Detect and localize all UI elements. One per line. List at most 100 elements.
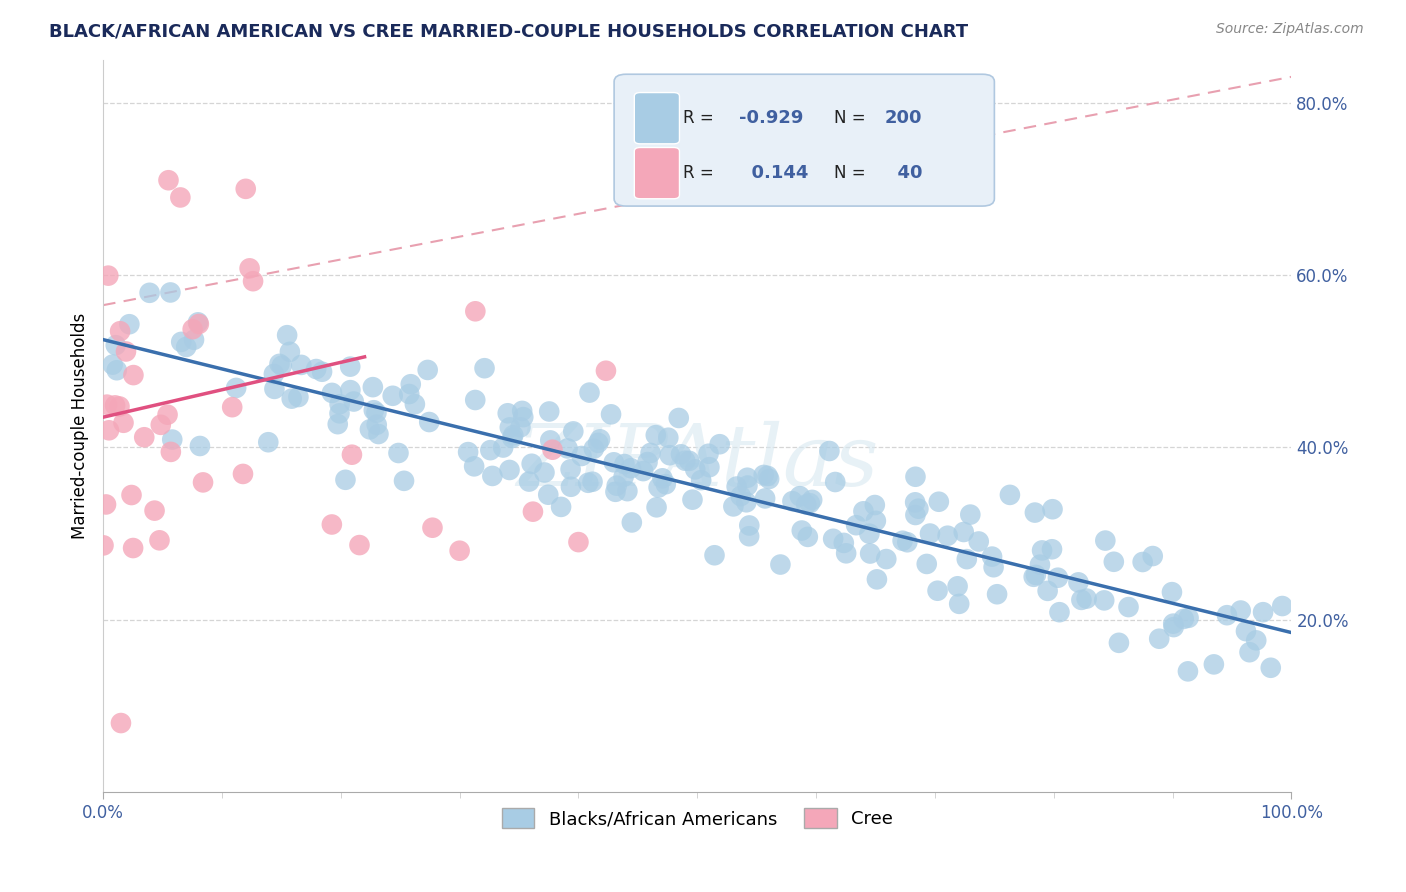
Point: [946, 579, 969, 593]
Text: -0.929: -0.929: [740, 109, 803, 128]
Point: [571, 449, 593, 463]
Point: [398, 387, 420, 401]
Point: [538, 434, 561, 448]
Point: [321, 385, 343, 400]
Point: [959, 508, 981, 522]
Point: [858, 526, 880, 541]
Point: [496, 406, 519, 420]
Point: [157, 173, 180, 187]
Point: [225, 381, 247, 395]
Point: [101, 358, 124, 372]
Point: [381, 389, 404, 403]
Point: [1229, 603, 1251, 617]
Point: [367, 427, 389, 442]
Point: [181, 322, 204, 336]
Point: [326, 417, 349, 432]
Point: [287, 390, 309, 404]
Point: [1070, 593, 1092, 607]
Point: [510, 404, 533, 418]
Point: [463, 459, 485, 474]
Point: [904, 508, 927, 522]
Point: [156, 408, 179, 422]
Point: [896, 535, 918, 549]
Point: [1177, 611, 1199, 625]
Point: [986, 587, 1008, 601]
Text: BLACK/AFRICAN AMERICAN VS CREE MARRIED-COUPLE HOUSEHOLDS CORRELATION CHART: BLACK/AFRICAN AMERICAN VS CREE MARRIED-C…: [49, 22, 969, 40]
Point: [138, 285, 160, 300]
Point: [269, 357, 291, 371]
Point: [263, 382, 285, 396]
Point: [188, 439, 211, 453]
Point: [613, 470, 636, 484]
Point: [790, 524, 813, 538]
Point: [361, 380, 384, 394]
Legend: Blacks/African Americans, Cree: Blacks/African Americans, Cree: [495, 800, 900, 836]
Point: [1108, 636, 1130, 650]
Point: [1040, 542, 1063, 557]
Point: [1173, 612, 1195, 626]
Point: [560, 480, 582, 494]
Point: [697, 447, 720, 461]
Point: [752, 467, 775, 482]
Point: [562, 425, 585, 439]
Point: [789, 489, 811, 503]
Point: [586, 435, 609, 450]
Point: [416, 363, 439, 377]
Point: [738, 518, 761, 533]
Point: [1216, 608, 1239, 623]
Point: [735, 495, 758, 509]
Point: [339, 383, 361, 397]
Point: [97, 268, 120, 283]
Point: [703, 548, 725, 562]
Point: [725, 479, 748, 493]
Point: [110, 716, 132, 731]
Point: [474, 361, 496, 376]
Point: [852, 504, 875, 518]
Point: [669, 447, 692, 461]
Point: [329, 397, 352, 411]
Point: [683, 462, 706, 476]
Point: [93, 538, 115, 552]
Point: [522, 505, 544, 519]
Point: [600, 407, 623, 421]
Point: [162, 433, 184, 447]
Point: [187, 317, 209, 331]
Point: [239, 261, 262, 276]
Point: [769, 558, 792, 572]
Point: [673, 453, 696, 467]
Point: [1094, 533, 1116, 548]
Point: [637, 455, 659, 469]
Point: [512, 410, 534, 425]
Point: [904, 495, 927, 509]
Point: [936, 529, 959, 543]
Point: [94, 498, 117, 512]
Point: [108, 324, 131, 338]
Point: [835, 546, 858, 560]
Point: [280, 392, 302, 406]
Point: [865, 514, 887, 528]
Point: [918, 526, 941, 541]
Point: [801, 492, 824, 507]
Point: [263, 367, 285, 381]
Text: R =: R =: [683, 109, 718, 128]
Point: [122, 368, 145, 383]
Point: [418, 415, 440, 429]
Point: [1024, 506, 1046, 520]
Y-axis label: Married-couple Households: Married-couple Households: [72, 313, 89, 539]
Point: [690, 473, 713, 487]
Point: [349, 538, 371, 552]
Point: [98, 423, 121, 437]
Point: [509, 420, 531, 434]
Point: [343, 394, 366, 409]
Point: [797, 530, 820, 544]
Point: [1092, 593, 1115, 607]
Point: [118, 317, 141, 331]
Point: [1251, 605, 1274, 619]
Point: [631, 464, 654, 478]
Point: [359, 422, 381, 436]
Point: [1046, 571, 1069, 585]
Point: [464, 392, 486, 407]
FancyBboxPatch shape: [614, 74, 994, 206]
Point: [174, 340, 197, 354]
Point: [567, 535, 589, 549]
